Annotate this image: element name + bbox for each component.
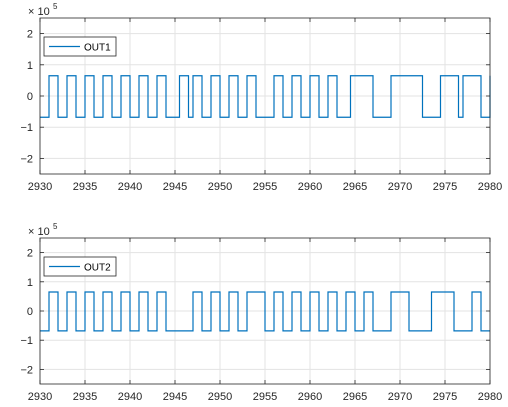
y-exponent-label: × 10 bbox=[28, 226, 50, 238]
y-tick-label: −2 bbox=[20, 153, 33, 165]
x-tick-label: 2980 bbox=[478, 181, 502, 193]
x-tick-label: 2930 bbox=[28, 391, 52, 403]
x-tick-label: 2930 bbox=[28, 181, 52, 193]
chart-out2: 2930 2935 2940 2945 2950 2955 2960 2965 2970 2975… bbox=[20, 222, 502, 403]
x-tick-label: 2970 bbox=[388, 181, 412, 193]
chart-out1: 2930 2935 2940 2945 2950 2955 2960 2965 2970 2975… bbox=[20, 2, 502, 193]
x-tick-label: 2960 bbox=[298, 391, 322, 403]
legend-label: OUT2 bbox=[84, 263, 111, 274]
y-exponent-power: 5 bbox=[53, 222, 58, 231]
x-tick-label: 2970 bbox=[388, 391, 412, 403]
x-tick-label: 2955 bbox=[253, 391, 277, 403]
x-tick-label: 2975 bbox=[433, 391, 457, 403]
x-tick-label: 2940 bbox=[118, 391, 142, 403]
x-tick-label: 2965 bbox=[343, 391, 367, 403]
y-tick-label: −1 bbox=[20, 335, 33, 347]
x-tick-label: 2960 bbox=[298, 181, 322, 193]
x-tick-label: 2975 bbox=[433, 181, 457, 193]
x-tick-label: 2980 bbox=[478, 391, 502, 403]
y-tick-label: 0 bbox=[27, 306, 33, 318]
y-exponent-power: 5 bbox=[53, 2, 58, 11]
x-tick-label: 2940 bbox=[118, 181, 142, 193]
x-tick-label: 2935 bbox=[73, 181, 97, 193]
y-tick-label: 1 bbox=[27, 277, 33, 289]
legend-label: OUT1 bbox=[84, 43, 111, 54]
y-tick-label: −1 bbox=[20, 122, 33, 134]
x-tick-label: 2950 bbox=[208, 181, 232, 193]
y-tick-label: 0 bbox=[27, 91, 33, 103]
y-tick-label: 2 bbox=[27, 248, 33, 260]
x-tick-label: 2945 bbox=[163, 181, 187, 193]
y-tick-label: 1 bbox=[27, 60, 33, 72]
x-tick-label: 2945 bbox=[163, 391, 187, 403]
y-exponent-label: × 10 bbox=[28, 6, 50, 18]
x-tick-label: 2965 bbox=[343, 181, 367, 193]
series-line-out2 bbox=[40, 291, 490, 332]
x-tick-label: 2950 bbox=[208, 391, 232, 403]
x-tick-label: 2955 bbox=[253, 181, 277, 193]
series-line-out1 bbox=[40, 75, 491, 118]
x-tick-label: 2935 bbox=[73, 391, 97, 403]
y-tick-label: 2 bbox=[27, 29, 33, 41]
y-tick-label: −2 bbox=[20, 364, 33, 376]
